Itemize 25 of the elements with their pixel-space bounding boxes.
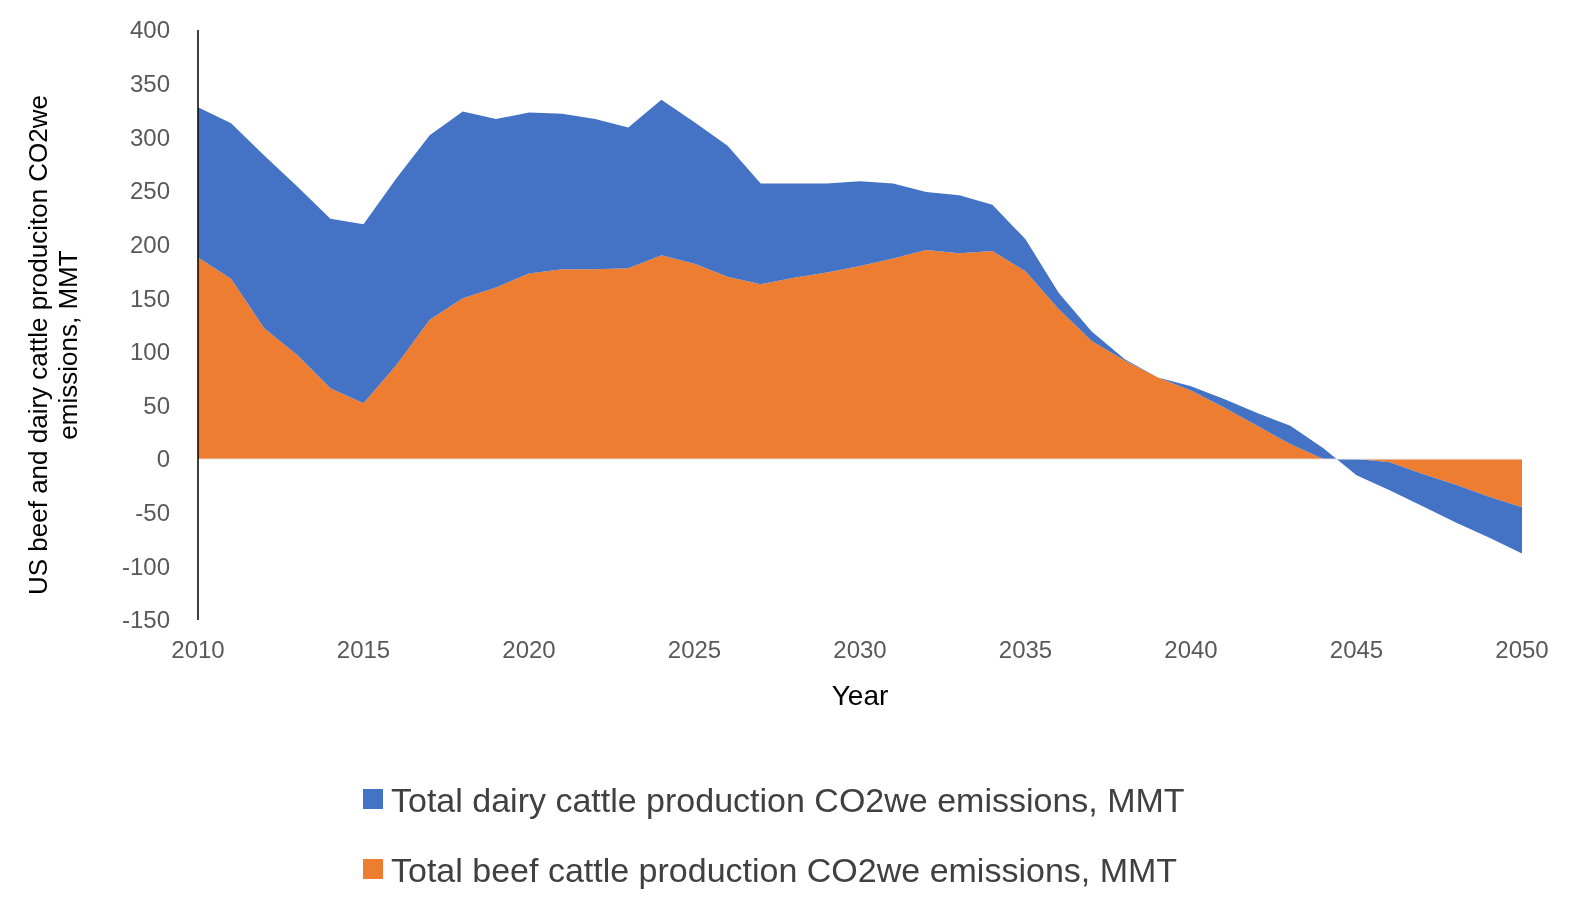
x-tick-label: 2045: [1329, 636, 1384, 663]
y-tick-label: -150: [121, 606, 170, 634]
y-tick-label: 150: [129, 284, 170, 312]
y-tick-label: 0: [156, 445, 170, 473]
x-axis-title: Year: [831, 680, 889, 711]
y-tick-label: 200: [129, 230, 170, 258]
x-tick-label: 2030: [833, 636, 887, 663]
y-tick-label: -100: [121, 552, 170, 580]
y-tick-label: 350: [129, 70, 170, 98]
y-axis-title: US beef and dairy cattle produciton CO2we emissions, MMT: [23, 94, 84, 596]
legend-label: Total beef cattle production CO2we emissions, MMT: [391, 850, 1178, 889]
y-tick-label: -50: [135, 499, 170, 527]
x-tick-label: 2035: [998, 636, 1053, 663]
legend-label: Total dairy cattle production CO2we emissions, MMT: [391, 780, 1185, 819]
x-tick-label: 2025: [667, 636, 722, 663]
x-tick-label: 2040: [1164, 636, 1218, 663]
y-tick-label: 300: [129, 123, 170, 151]
y-tick-label: 250: [129, 177, 170, 205]
x-tick-label: 2010: [171, 636, 225, 663]
x-tick-label: 2050: [1495, 636, 1549, 663]
x-tick-label: 2020: [502, 636, 556, 663]
y-tick-label: 50: [143, 391, 170, 419]
x-tick-label: 2015: [336, 636, 391, 663]
y-tick-label: 400: [129, 16, 170, 44]
y-tick-label: 100: [129, 338, 170, 366]
